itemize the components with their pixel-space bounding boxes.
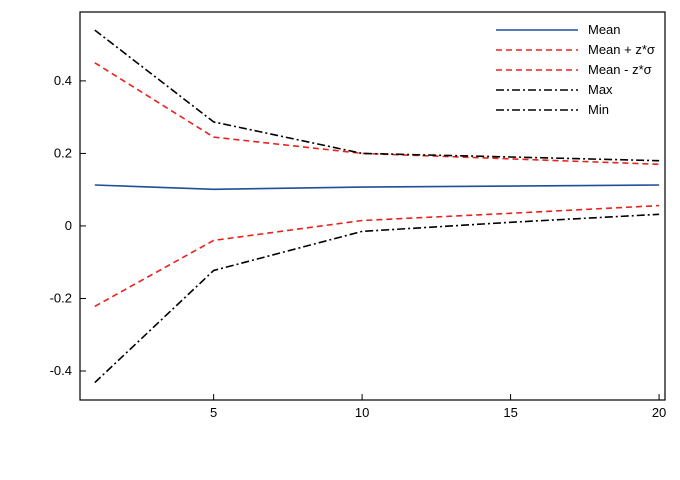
series-line-3	[94, 29, 660, 162]
legend-label-4: Min	[588, 102, 609, 117]
series-lines	[94, 29, 660, 384]
legend-label-1: Mean + z*σ	[588, 42, 655, 57]
series-line-0	[94, 184, 660, 191]
legend: Mean Mean + z*σ Mean - z*σ Max Min	[496, 22, 655, 117]
y-tick-label: -0.2	[50, 290, 72, 305]
legend-label-2: Mean - z*σ	[588, 62, 652, 77]
series-line-4	[94, 213, 660, 384]
x-tick-label: 15	[503, 405, 517, 420]
plot-axes	[79, 11, 666, 401]
series-line-2	[94, 204, 660, 308]
y-tick-label: 0	[65, 218, 72, 233]
legend-label-0: Mean	[588, 22, 621, 37]
y-tick-label: -0.4	[50, 363, 72, 378]
plot-frame	[79, 11, 666, 401]
x-tick-label: 20	[652, 405, 666, 420]
axis-ticks: 5 10 15 20 -0.4 -0.2 0 0.2 0.4	[50, 73, 667, 420]
y-tick-label: 0.2	[54, 145, 72, 160]
legend-label-3: Max	[588, 82, 613, 97]
x-tick-label: 10	[355, 405, 369, 420]
x-tick-label: 5	[210, 405, 217, 420]
y-tick-label: 0.4	[54, 73, 72, 88]
series-line-1	[94, 62, 660, 166]
